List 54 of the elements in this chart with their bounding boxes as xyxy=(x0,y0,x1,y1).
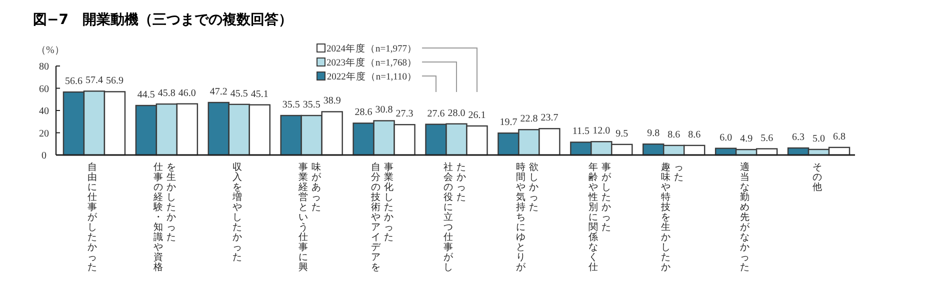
legend-label: 2022年度（n=1,110） xyxy=(326,70,417,82)
data-label: 28.6 xyxy=(354,107,372,118)
data-label: 6.0 xyxy=(720,132,732,144)
data-label: 30.8 xyxy=(375,104,393,116)
data-label: 28.0 xyxy=(448,108,466,119)
data-label: 45.1 xyxy=(250,88,268,100)
y-tick-label: 0 xyxy=(42,150,46,162)
data-label: 56.9 xyxy=(106,76,124,87)
y-axis-title: （%） xyxy=(36,45,64,56)
y-tick-label: 60 xyxy=(39,84,49,95)
category-label: 仕事の経験・知識や資格を生かしたかった xyxy=(154,162,177,273)
data-label: 44.5 xyxy=(137,89,155,100)
data-label: 45.8 xyxy=(158,88,176,100)
data-label: 35.5 xyxy=(282,100,300,111)
data-label: 23.7 xyxy=(540,112,558,124)
data-label: 6.3 xyxy=(792,132,805,143)
data-label: 11.5 xyxy=(572,126,590,138)
data-label: 5.6 xyxy=(760,132,774,144)
data-label: 26.1 xyxy=(468,110,486,121)
data-label: 56.6 xyxy=(64,76,82,88)
data-label: 6.8 xyxy=(833,131,846,142)
data-label: 38.9 xyxy=(323,96,341,107)
category-label: 事業経営という仕事に興味があった xyxy=(298,162,322,273)
data-label: 57.4 xyxy=(85,75,103,86)
data-label: 45.5 xyxy=(230,88,248,100)
y-tick-label: 20 xyxy=(39,128,49,140)
legend-label: 2023年度（n=1,768） xyxy=(326,56,417,68)
data-label: 4.9 xyxy=(740,134,753,145)
category-label: 時間や気持ちにゆとりが欲しかった xyxy=(516,162,539,273)
category-label: 適当な勤め先がなかった xyxy=(740,162,750,273)
data-label: 35.5 xyxy=(302,100,320,111)
data-label: 9.8 xyxy=(647,128,660,140)
y-tick-label: 40 xyxy=(39,106,49,117)
data-label: 27.3 xyxy=(396,108,414,120)
chart-title: 図−7 開業動機（三つまでの複数回答） xyxy=(33,11,292,28)
data-label: 8.6 xyxy=(688,129,701,140)
data-label: 9.5 xyxy=(616,128,628,140)
category-label: 自分の技術やアイデアを事業化したかった xyxy=(371,162,394,273)
data-label: 5.0 xyxy=(812,133,826,144)
data-label: 47.2 xyxy=(210,86,228,98)
x-tick-label: その他 xyxy=(812,162,822,195)
y-tick-label: 80 xyxy=(39,62,49,72)
category-label: 自由に仕事がしたかった xyxy=(88,162,98,273)
data-label: 8.6 xyxy=(668,129,680,140)
data-label: 22.8 xyxy=(520,114,538,125)
data-label: 27.6 xyxy=(427,108,445,120)
legend-label: 2024年度（n=1,977） xyxy=(326,42,417,54)
data-label: 19.7 xyxy=(500,117,518,128)
category-label: 社会の役に立つ仕事がしたかった xyxy=(444,162,466,273)
data-label: 46.0 xyxy=(178,88,196,99)
category-label: 趣味や特技を生かしたかった xyxy=(660,162,684,273)
data-label: 12.0 xyxy=(592,126,610,137)
category-label: 収入を増やしたかった xyxy=(232,162,243,263)
category-label: 年齢や性別に関係なく仕事がしたかった xyxy=(588,162,612,273)
